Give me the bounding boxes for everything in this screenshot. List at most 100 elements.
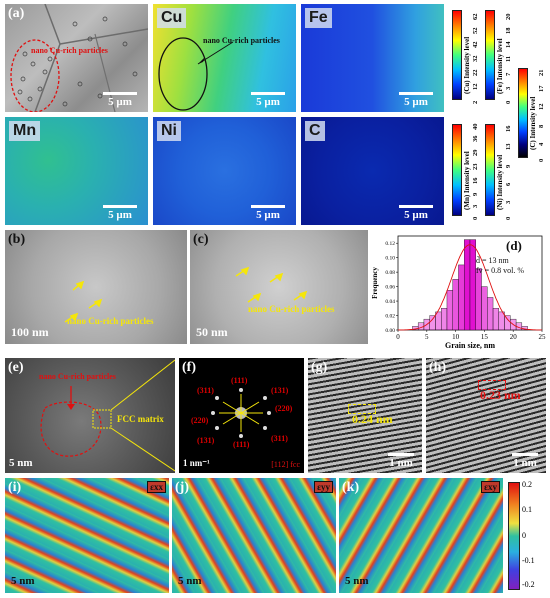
- tick: 12: [538, 103, 545, 111]
- y-tick-label: 0.04: [385, 299, 395, 305]
- panel-ni-map: Ni 5 µm: [153, 117, 296, 225]
- spot-label: (220): [191, 416, 209, 425]
- tick: 42: [472, 41, 479, 49]
- panel-g-label: (g): [311, 360, 328, 375]
- scale-text: 5 µm: [404, 96, 428, 108]
- panel-i-scale: 5 nm: [11, 575, 35, 587]
- tick: 9: [472, 192, 479, 196]
- strain-tick: 0.1: [522, 505, 532, 514]
- hist-bar: [481, 286, 488, 331]
- spot-label: (220): [275, 404, 293, 413]
- cu-annotation-overlay: [158, 37, 234, 111]
- tick: 7: [505, 72, 512, 76]
- hist-bar: [429, 315, 436, 331]
- cu-element-tag: Cu: [157, 8, 187, 28]
- x-tick-label: 0: [396, 333, 400, 341]
- spot-label: (111): [233, 440, 250, 449]
- panel-c-annotation: nano Cu-rich particles: [248, 304, 335, 314]
- hist-bar: [458, 264, 465, 331]
- panel-k-label: (k): [342, 480, 360, 495]
- panel-c-tem: (c) nano Cu-rich particles 50 nm: [190, 230, 368, 344]
- hist-bar: [452, 279, 459, 331]
- tick: 13: [505, 143, 512, 151]
- ni-element-tag: Ni: [157, 121, 181, 141]
- tick: 2: [472, 100, 479, 104]
- hist-bar: [504, 315, 511, 331]
- strain-cbar-gradient: [508, 482, 520, 590]
- hist-bar: [487, 297, 494, 331]
- panel-j-strain: (j) εyy 5 nm: [172, 478, 336, 593]
- fft-pattern: [211, 388, 271, 438]
- tick: 3: [505, 200, 512, 204]
- fe-element-tag: Fe: [305, 8, 332, 28]
- cu-annotation: nano Cu-rich particles: [203, 36, 280, 45]
- tick: 17: [538, 85, 545, 93]
- panel-g-scalebar: 1 nm: [386, 453, 416, 469]
- panel-e-annotation: nano Cu-rich particles: [39, 372, 116, 381]
- panel-mn-map: Mn 5 µm: [5, 117, 148, 225]
- panel-i-label: (i): [8, 480, 22, 495]
- panel-e-scale: 5 nm: [9, 457, 33, 469]
- panel-h-scalebar: 1 nm: [510, 453, 540, 469]
- panel-g-lattice: (g) 0.24 nm 1 nm: [308, 358, 422, 473]
- panel-i-tag: εxx: [147, 481, 166, 493]
- c-scalebar: 5 µm: [396, 205, 436, 221]
- panel-f-scale: 1 nm⁻¹: [183, 458, 210, 468]
- y-tick-label: 0.06: [385, 285, 395, 291]
- x-tick-label: 10: [452, 333, 460, 341]
- hist-bar: [469, 239, 476, 331]
- strain-tick: 0.2: [522, 480, 532, 489]
- panel-a-annotation: nano Cu-rich particles: [31, 46, 108, 55]
- panel-j-label: (j): [175, 480, 189, 495]
- y-tick-label: 0.12: [385, 241, 395, 247]
- panel-a-scalebar: 5 µm: [100, 92, 140, 108]
- panel-j-tag: εyy: [314, 481, 333, 493]
- tick: 52: [472, 27, 479, 35]
- histogram-svg: 0 5 10 15 20 25 0.00 0.02 0.04 0.06 0.08 0.10 0.12 Gr…: [372, 235, 547, 350]
- panel-f-fft: (f) (311) (111) (131) (220) (220) (131) …: [179, 358, 304, 473]
- tick: 0: [538, 158, 545, 162]
- cbar-c-title: (C) Intensity level: [529, 96, 537, 150]
- panel-b-scale: 100 nm: [11, 325, 49, 339]
- strain-tick: -0.1: [522, 556, 535, 565]
- tick: 3: [505, 86, 512, 90]
- cbar-c-gradient: [518, 68, 528, 158]
- stat-fraction: fv = 0.8 vol. %: [476, 266, 525, 275]
- cbar-fe-title: (Fe) Intensity level: [496, 38, 504, 94]
- tick: 9: [505, 164, 512, 168]
- tick: 0: [472, 216, 479, 220]
- fit-curve: [397, 244, 543, 331]
- spot-label: (311): [197, 386, 214, 395]
- x-axis-label: Grain size, nm: [445, 341, 495, 350]
- hist-bar: [492, 308, 500, 331]
- cbar-c: (C) Intensity level 0 4 8 12 17 21: [518, 62, 548, 172]
- panel-g-marker: [348, 404, 376, 414]
- y-tick-label: 0.02: [385, 314, 395, 320]
- panel-b-arrows: [64, 280, 103, 323]
- tick: 3: [472, 204, 479, 208]
- scale-text: 5 µm: [256, 96, 280, 108]
- scale-text: 5 µm: [108, 96, 132, 108]
- mn-scalebar: 5 µm: [100, 205, 140, 221]
- x-tick-label: 5: [425, 333, 429, 341]
- spot-label: (131): [197, 436, 215, 445]
- tick: 12: [472, 83, 479, 91]
- tick: 36: [472, 135, 479, 143]
- panel-k-tag: εxy: [481, 481, 500, 493]
- cbar-mn-title: (Mn) Intensity level: [463, 151, 471, 210]
- sem-texture: [10, 4, 148, 112]
- panel-f-zone: [112] fcc: [271, 460, 300, 469]
- hist-bar: [464, 239, 471, 331]
- x-tick-label: 25: [539, 333, 547, 341]
- hist-bar: [440, 308, 448, 331]
- cbar-mn: (Mn) Intensity level 0 3 9 16 23 29 36 4…: [452, 120, 482, 228]
- panel-b-label: (b): [8, 232, 26, 247]
- scale-text: 5 µm: [108, 209, 132, 221]
- cu-scalebar: 5 µm: [248, 92, 288, 108]
- tick: 4: [538, 142, 545, 146]
- tick: 29: [472, 149, 479, 157]
- y-tick-label: 0.00: [385, 328, 395, 334]
- ni-scalebar: 5 µm: [248, 205, 288, 221]
- x-tick-label: 15: [481, 333, 489, 341]
- panel-a-sem: (a) nano Cu-rich particles 5 µm: [5, 4, 148, 112]
